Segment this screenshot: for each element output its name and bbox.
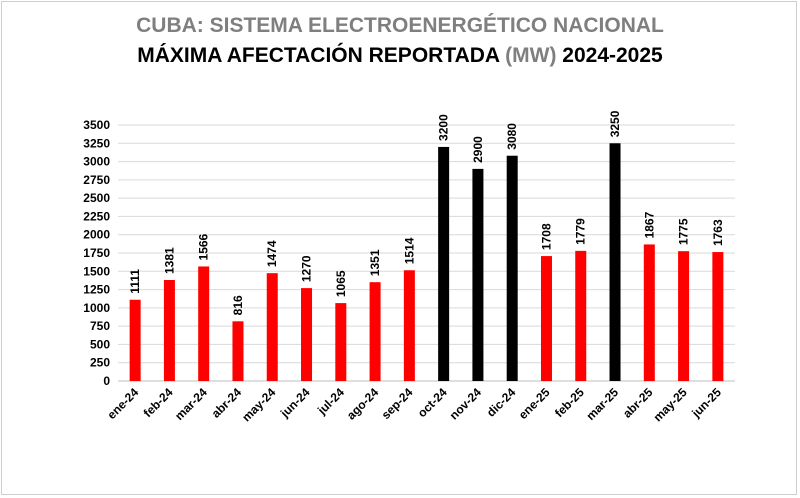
bar-abr-24 — [232, 321, 244, 381]
data-label: 816 — [231, 295, 245, 315]
y-tick-label: 3000 — [83, 155, 110, 169]
bar-oct-24 — [438, 146, 450, 381]
chart-title-line2: MÁXIMA AFECTACIÓN REPORTADA (MW) 2024-20… — [0, 44, 800, 68]
title-line2-main: MÁXIMA AFECTACIÓN REPORTADA — [137, 44, 506, 67]
data-label: 1867 — [642, 211, 656, 238]
y-tick-label: 3500 — [83, 118, 110, 132]
bar-mar-25 — [609, 143, 621, 381]
x-tick-label: mar-24 — [172, 385, 210, 423]
data-label: 1775 — [677, 218, 691, 245]
y-tick-label: 2750 — [83, 173, 110, 187]
data-label: 3250 — [608, 110, 622, 137]
data-label: 1065 — [334, 270, 348, 297]
bar-abr-25 — [643, 244, 655, 381]
data-label: 1270 — [300, 255, 314, 282]
y-tick-label: 1500 — [83, 264, 110, 278]
bar-jul-24 — [335, 303, 347, 381]
bar-sep-24 — [403, 270, 415, 381]
bar-ene-25 — [540, 256, 552, 381]
x-tick-label: may-24 — [239, 385, 278, 424]
x-tick-label: ago-24 — [344, 385, 381, 422]
title-line2-years: 2024-2025 — [556, 44, 663, 67]
bar-nov-24 — [472, 168, 484, 381]
y-tick-label: 2000 — [83, 228, 110, 242]
y-tick-label: 1000 — [83, 301, 110, 315]
bar-feb-25 — [575, 250, 587, 381]
data-label: 1351 — [368, 249, 382, 276]
bar-may-24 — [266, 273, 278, 381]
x-tick-label: dic-24 — [484, 385, 519, 420]
bar-mar-24 — [198, 266, 210, 381]
data-label: 1381 — [162, 247, 176, 274]
x-tick-label: feb-25 — [552, 385, 587, 420]
x-tick-label: nov-24 — [447, 385, 484, 422]
x-tick-label: feb-24 — [141, 385, 176, 420]
x-tick-label: oct-24 — [415, 385, 450, 420]
data-label: 3200 — [437, 114, 451, 141]
data-label: 1514 — [402, 237, 416, 264]
chart-title-line1: CUBA: SISTEMA ELECTROENERGÉTICO NACIONAL — [136, 14, 664, 37]
x-tick-label: mar-25 — [583, 385, 621, 423]
data-label: 1566 — [197, 233, 211, 260]
data-label: 1474 — [265, 240, 279, 267]
y-tick-label: 250 — [90, 356, 110, 370]
y-tick-label: 2250 — [83, 209, 110, 223]
data-label: 1111 — [128, 269, 142, 294]
y-tick-label: 0 — [103, 374, 110, 388]
x-tick-label: jul-24 — [314, 385, 347, 418]
x-tick-label: sep-24 — [379, 385, 416, 422]
y-tick-label: 500 — [90, 337, 110, 351]
y-tick-label: 750 — [90, 319, 110, 333]
bar-feb-24 — [163, 279, 175, 381]
y-tick-label: 1750 — [83, 246, 110, 260]
y-tick-label: 2500 — [83, 191, 110, 205]
bar-jun-24 — [301, 288, 313, 381]
x-tick-label: ene-24 — [104, 385, 141, 422]
bar-ago-24 — [369, 282, 381, 381]
data-label: 1708 — [539, 223, 553, 250]
bar-ene-24 — [129, 299, 141, 381]
bar-may-25 — [678, 251, 690, 381]
data-label: 3080 — [505, 123, 519, 150]
y-tick-label: 1250 — [83, 283, 110, 297]
data-label: 1763 — [711, 219, 725, 246]
bar-dic-24 — [506, 155, 518, 381]
x-tick-label: ene-25 — [516, 385, 553, 422]
x-tick-label: jun-25 — [688, 385, 724, 421]
x-tick-label: may-25 — [651, 385, 690, 424]
data-label: 2900 — [471, 136, 485, 163]
x-tick-label: jun-24 — [277, 385, 313, 421]
bar-jun-25 — [712, 252, 724, 381]
data-label: 1779 — [574, 218, 588, 245]
y-tick-label: 3250 — [83, 136, 110, 150]
title-line2-unit: (MW) — [505, 44, 557, 67]
